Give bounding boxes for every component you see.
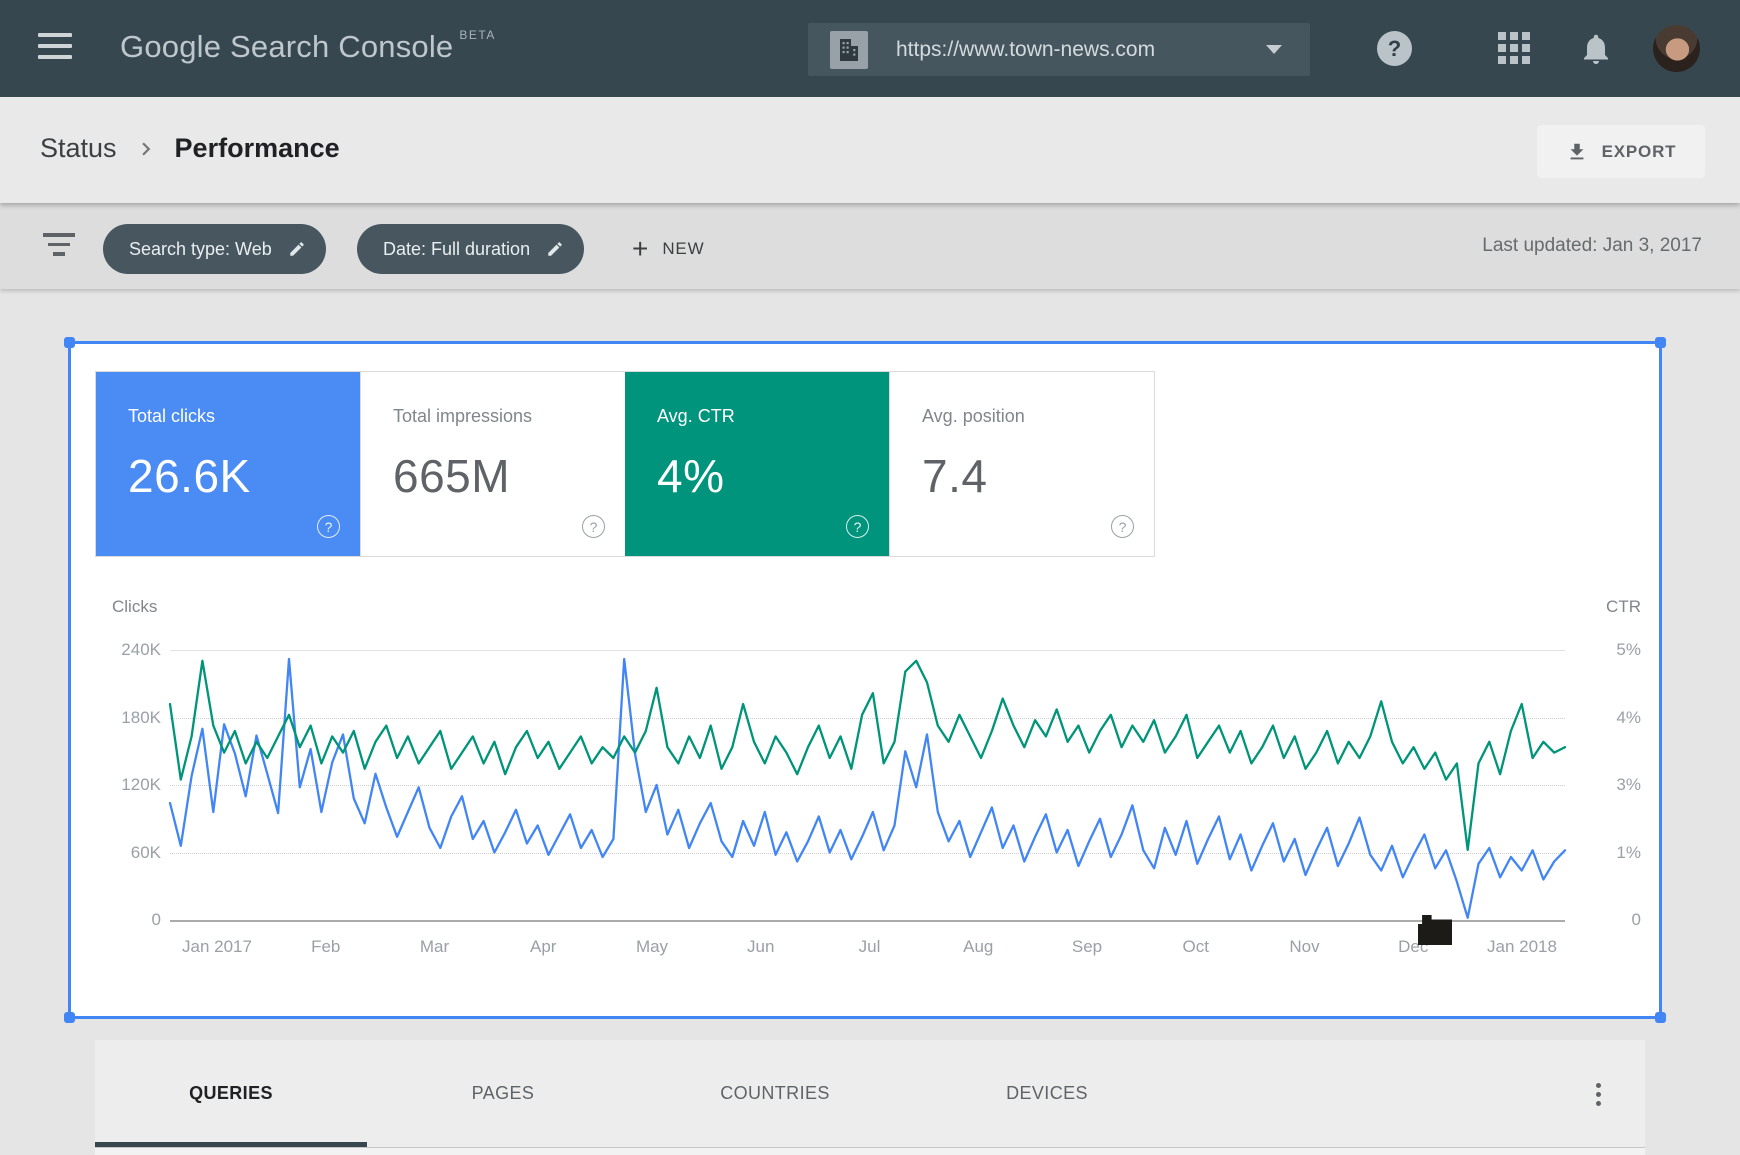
x-axis-tick: Aug — [963, 937, 994, 956]
tile-avg-ctr[interactable]: Avg. CTR 4% ? — [625, 372, 889, 556]
left-axis-tick: 180K — [121, 707, 161, 727]
pencil-icon — [290, 242, 304, 256]
right-axis-title: CTR — [1606, 597, 1641, 616]
logo-brand: Google — [120, 29, 222, 64]
right-axis-tick: 4% — [1616, 707, 1641, 727]
chevron-down-icon — [1266, 45, 1282, 54]
help-icon[interactable]: ? — [846, 515, 869, 538]
total-clicks-value: 26.6K — [128, 450, 251, 502]
property-building-icon — [830, 30, 868, 69]
selection-handle[interactable] — [64, 337, 75, 348]
x-axis-tick: Apr — [530, 937, 557, 956]
tab-devices[interactable]: DEVICES — [1006, 1082, 1088, 1103]
logo-product: Search Console — [230, 29, 454, 64]
chip-search-type[interactable]: Search type: Web — [103, 224, 326, 274]
notifications-bell-icon[interactable] — [1578, 30, 1614, 68]
tab-queries[interactable]: QUERIES — [189, 1082, 273, 1103]
metric-tiles: Total clicks 26.6K ? Total impressions 6… — [95, 371, 1155, 557]
right-axis-tick: 1% — [1616, 842, 1641, 862]
export-button[interactable]: EXPORT — [1537, 125, 1705, 178]
pencil-icon — [548, 242, 562, 256]
help-icon[interactable]: ? — [1111, 515, 1134, 538]
apps-grid-icon[interactable] — [1498, 32, 1532, 66]
x-axis-tick: Jun — [747, 937, 775, 956]
gridline — [170, 785, 1565, 786]
series-clicks — [168, 657, 1567, 919]
gridline — [170, 920, 1565, 922]
more-options-icon[interactable] — [1581, 1076, 1615, 1112]
x-axis-tick: May — [635, 937, 669, 956]
help-icon[interactable]: ? — [582, 515, 605, 538]
property-selector[interactable]: https://www.town-news.com — [808, 23, 1310, 76]
dimension-tabs-card: QUERIES PAGES COUNTRIES DEVICES — [95, 1040, 1645, 1155]
filter-icon[interactable] — [42, 233, 76, 262]
left-axis-title: Clicks — [112, 597, 158, 616]
x-axis-tick: Jan 2017 — [182, 937, 252, 956]
breadcrumb-bar: Status Performance EXPORT — [0, 97, 1740, 203]
app-logo: Google Search Console BETA — [120, 28, 496, 65]
x-axis-tick: Mar — [419, 937, 450, 956]
plus-icon: + — [632, 233, 649, 264]
chip-date-range[interactable]: Date: Full duration — [357, 224, 585, 274]
selection-handle[interactable] — [1655, 337, 1666, 348]
x-axis-tick: Jan 2018 — [1487, 937, 1557, 956]
help-icon[interactable]: ? — [317, 515, 340, 538]
right-axis-tick: 3% — [1616, 775, 1641, 794]
x-axis-tick: Sep — [1071, 937, 1103, 956]
page-title: Performance — [174, 133, 340, 163]
app-header: Google Search Console BETA https://www.to… — [0, 0, 1740, 97]
x-axis-tick: Feb — [311, 937, 341, 956]
left-axis-tick: 60K — [130, 842, 161, 862]
filter-bar: Search type: Web Date: Full duration + N… — [0, 203, 1740, 289]
selection-handle[interactable] — [64, 1012, 75, 1023]
x-axis-tick: Jul — [858, 937, 881, 956]
tab-row: QUERIES PAGES COUNTRIES DEVICES — [95, 1040, 1183, 1146]
breadcrumb-status[interactable]: Status — [40, 133, 117, 163]
gridline — [170, 717, 1565, 719]
gridline — [170, 650, 1565, 651]
x-axis-tick: Oct — [1182, 937, 1209, 956]
cursor-artifact — [1418, 915, 1452, 945]
left-axis-tick: 120K — [121, 775, 161, 794]
left-axis-tick: 240K — [121, 640, 161, 659]
breadcrumb: Status Performance — [40, 133, 340, 164]
property-url: https://www.town-news.com — [896, 37, 1156, 61]
x-axis-tick: Nov — [1289, 937, 1320, 956]
active-tab-underline — [95, 1142, 367, 1147]
performance-card[interactable]: Total clicks 26.6K ? Total impressions 6… — [64, 337, 1666, 1023]
last-updated-text: Last updated: Jan 3, 2017 — [1482, 235, 1702, 256]
gridline — [170, 852, 1565, 854]
tab-pages[interactable]: PAGES — [471, 1082, 535, 1103]
avg-ctr-value: 4% — [657, 450, 725, 502]
avatar[interactable] — [1653, 25, 1700, 72]
menu-icon[interactable] — [38, 33, 72, 63]
performance-chart[interactable] — [168, 645, 1567, 923]
new-filter-button[interactable]: + NEW — [632, 233, 705, 264]
help-icon[interactable]: ? — [1377, 31, 1412, 66]
tile-total-impressions[interactable]: Total impressions 665M ? — [360, 372, 625, 556]
right-axis-tick: 5% — [1616, 640, 1641, 659]
avg-position-value: 7.4 — [922, 450, 988, 502]
series-ctr — [168, 659, 1567, 851]
chevron-right-icon — [133, 136, 159, 162]
left-axis-tick: 0 — [151, 910, 161, 929]
total-impressions-value: 665M — [393, 450, 511, 502]
beta-badge: BETA — [459, 28, 496, 42]
download-icon — [1570, 143, 1584, 159]
tile-total-clicks[interactable]: Total clicks 26.6K ? — [96, 372, 360, 556]
tab-countries[interactable]: COUNTRIES — [720, 1082, 830, 1103]
tile-avg-position[interactable]: Avg. position 7.4 ? — [889, 372, 1154, 556]
right-axis-tick: 0 — [1631, 910, 1641, 929]
selection-handle[interactable] — [1655, 1012, 1666, 1023]
